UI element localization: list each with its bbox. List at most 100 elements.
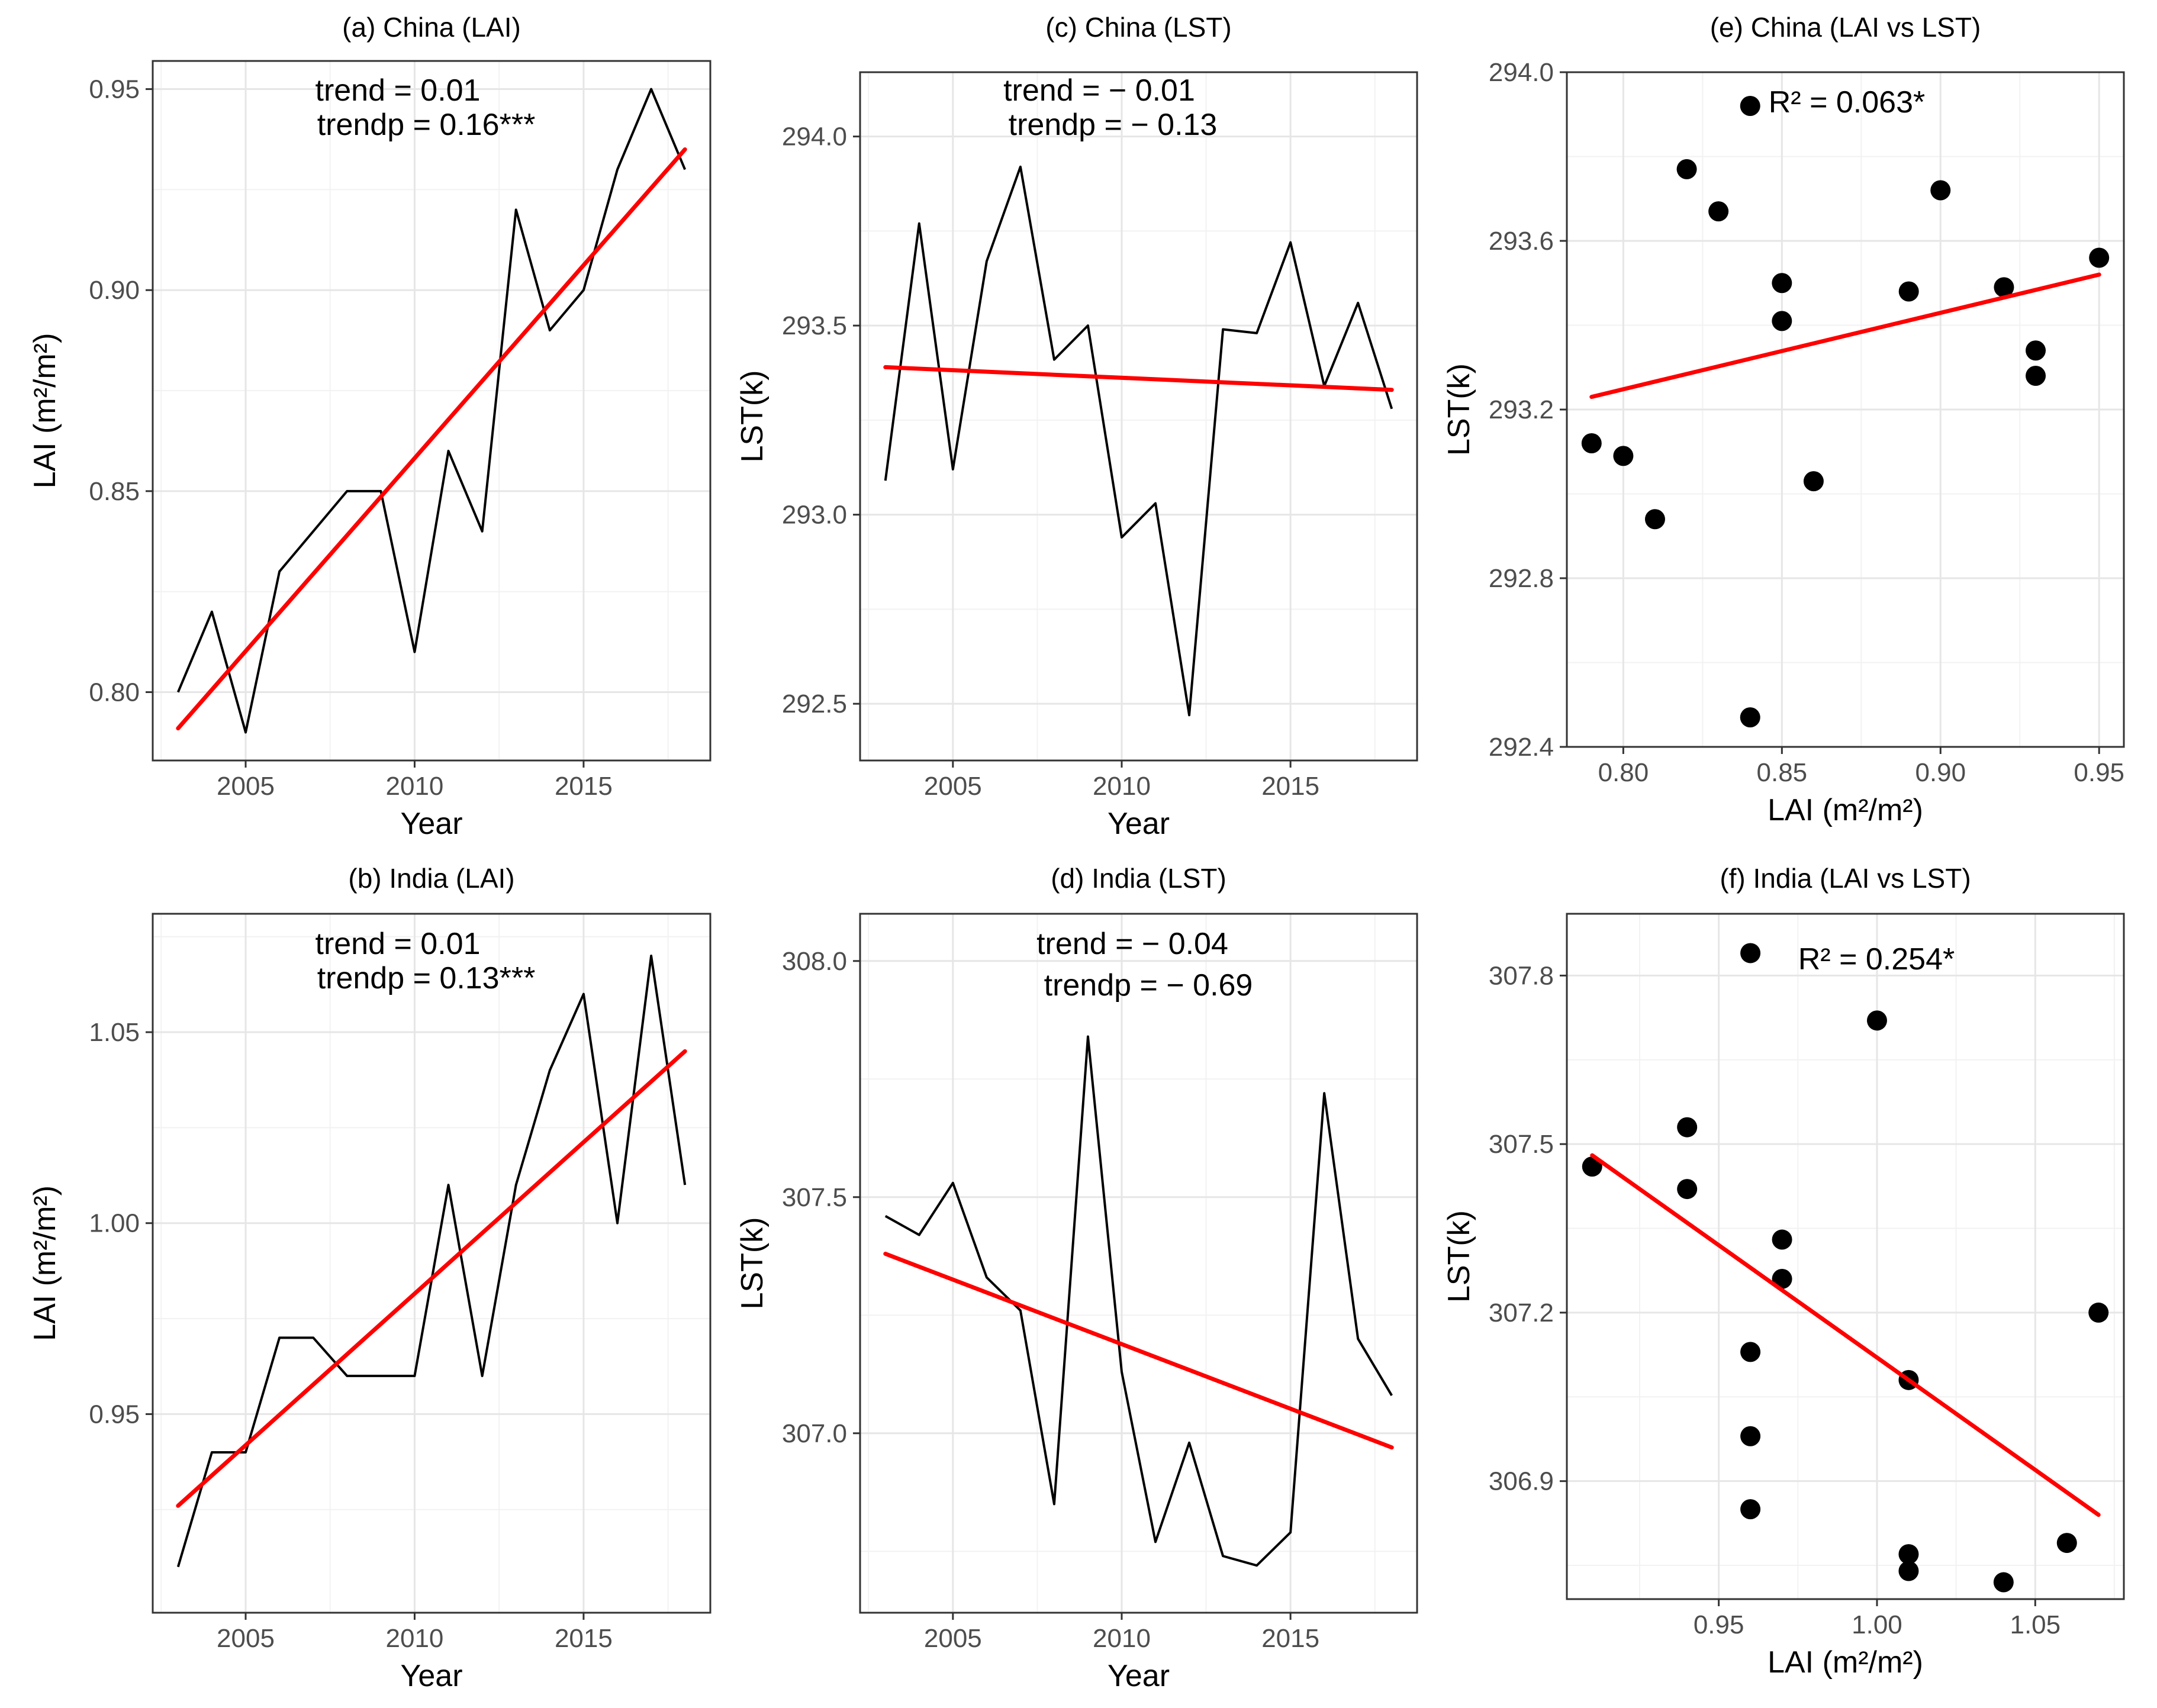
scatter-point [1866, 1010, 1887, 1031]
data-layer [883, 1035, 1394, 1567]
stat-annotation: trendp = 0.16*** [317, 108, 536, 142]
panel-title: (e) China (LAI vs LST) [1710, 12, 1981, 43]
x-axis-title: Year [400, 807, 462, 841]
y-tick-label: 307.5 [782, 1183, 847, 1212]
scatter-point [1803, 471, 1824, 492]
panel-border [859, 913, 1418, 1614]
x-axis-title: Year [1108, 1659, 1170, 1693]
stat-annotation: trend = − 0.01 [1003, 73, 1195, 108]
x-tick-label: 2010 [386, 1624, 444, 1653]
scatter-point [1740, 1499, 1761, 1520]
x-tick-label: 2015 [555, 1624, 613, 1653]
panel-e: 0.80 0.85 0.90 0.95 292.4 292.8 293.2 293.6 294.… [1442, 12, 2125, 827]
x-tick-label: 0.85 [1757, 758, 1808, 787]
x-tick-label: 0.80 [1598, 758, 1649, 787]
trend-line [883, 365, 1394, 392]
scatter-point [1898, 1544, 1919, 1565]
x-tick-label: 2010 [1093, 1624, 1151, 1653]
panel-border [152, 60, 712, 762]
stat-annotation: R² = 0.254* [1798, 942, 1955, 977]
panel-c: 2005 2010 2015 292.5 293.0 293.5 294.0 (c) Chin… [735, 12, 1418, 841]
series-line-lai [176, 88, 687, 734]
scatter-point [1677, 1117, 1698, 1137]
scatter-point [1613, 446, 1634, 466]
scatter-point [1772, 1268, 1792, 1289]
x-axis-title: LAI (m²/m²) [1768, 793, 1923, 827]
panel-border [1566, 913, 2125, 1600]
x-tick-label: 1.00 [1852, 1610, 1902, 1639]
data-layer [176, 88, 687, 734]
x-tick-label: 2015 [1261, 772, 1319, 801]
scatter-point [1677, 1179, 1698, 1200]
scatter-point [2088, 1302, 2109, 1323]
scatter-point [2026, 366, 2046, 386]
scatter-point [1772, 273, 1792, 294]
trend-line [1589, 272, 2101, 399]
plot-area [153, 61, 710, 760]
panel-border [859, 71, 1418, 762]
panel-title: (d) India (LST) [1051, 863, 1226, 894]
x-tick-label: 2005 [217, 772, 275, 801]
y-tick-label: 308.0 [782, 947, 847, 976]
scatter-point [1898, 1561, 1919, 1581]
data-layer [176, 954, 687, 1568]
x-tick-label: 2015 [1261, 1624, 1319, 1653]
scatter-point [1740, 943, 1761, 963]
stat-annotation: trendp = − 0.69 [1044, 968, 1253, 1003]
plot-area [860, 914, 1417, 1613]
x-tick-label: 0.95 [2074, 758, 2124, 787]
scatter-point [1644, 509, 1665, 530]
series-line-lst [884, 1035, 1393, 1567]
x-tick-label: 2005 [217, 1624, 275, 1653]
scatter-point [1993, 1572, 2014, 1593]
x-tick-label: 2010 [1093, 772, 1151, 801]
x-tick-label: 2005 [924, 1624, 982, 1653]
scatter-point [1740, 1426, 1761, 1446]
y-tick-label: 0.80 [89, 678, 140, 707]
y-axis-title: LST(k) [735, 1217, 770, 1310]
scatter-point [2056, 1533, 2077, 1554]
scatter-point [1740, 96, 1760, 116]
scatter-point [1740, 1342, 1761, 1362]
y-tick-label: 307.2 [1489, 1298, 1554, 1327]
x-tick-label: 0.90 [1915, 758, 1966, 787]
y-tick-label: 1.00 [89, 1209, 140, 1238]
y-tick-label: 293.6 [1489, 227, 1554, 256]
x-axis-title: Year [1108, 807, 1170, 841]
plot-area [1567, 914, 2124, 1599]
y-tick-label: 293.2 [1489, 395, 1554, 424]
y-tick-label: 1.05 [89, 1018, 140, 1047]
stat-annotation: trend = 0.01 [315, 73, 481, 108]
data-layer [1581, 96, 2110, 728]
x-tick-label: 0.95 [1694, 1610, 1744, 1639]
stat-annotation: trend = 0.01 [315, 927, 481, 961]
trend-line [1590, 1153, 2101, 1517]
scatter-point [1772, 311, 1792, 331]
scatter-point [1930, 180, 1951, 201]
panel-title: (f) India (LAI vs LST) [1720, 863, 1971, 894]
data-layer [883, 165, 1394, 717]
plot-area [153, 914, 710, 1613]
y-axis-title: LST(k) [1442, 363, 1476, 456]
series-line-lst [884, 165, 1393, 717]
panel-a: 2005 2010 2015 0.80 0.85 0.90 0.95 (a) China (L… [28, 12, 712, 841]
plot-area [860, 72, 1417, 760]
panel-title: (b) India (LAI) [348, 863, 514, 894]
data-layer [1582, 943, 2109, 1593]
stat-annotation: trend = − 0.04 [1036, 927, 1228, 961]
x-axis-title: Year [400, 1659, 462, 1693]
y-axis-title: LST(k) [1442, 1210, 1476, 1303]
y-tick-label: 0.95 [89, 75, 140, 104]
panel-b: 2005 2010 2015 0.95 1.00 1.05 (b) India (LAI) Y… [28, 863, 712, 1693]
y-axis-title: LST(k) [735, 370, 770, 463]
y-tick-label: 307.0 [782, 1419, 847, 1448]
scatter-point [1772, 1229, 1792, 1250]
y-tick-label: 293.0 [782, 501, 847, 530]
scatter-point [2026, 340, 2046, 361]
scatter-point [1708, 201, 1729, 222]
scatter-point [1994, 277, 2014, 298]
panel-border [1566, 71, 2125, 748]
panel-border [152, 913, 712, 1614]
y-tick-label: 292.4 [1489, 733, 1554, 762]
